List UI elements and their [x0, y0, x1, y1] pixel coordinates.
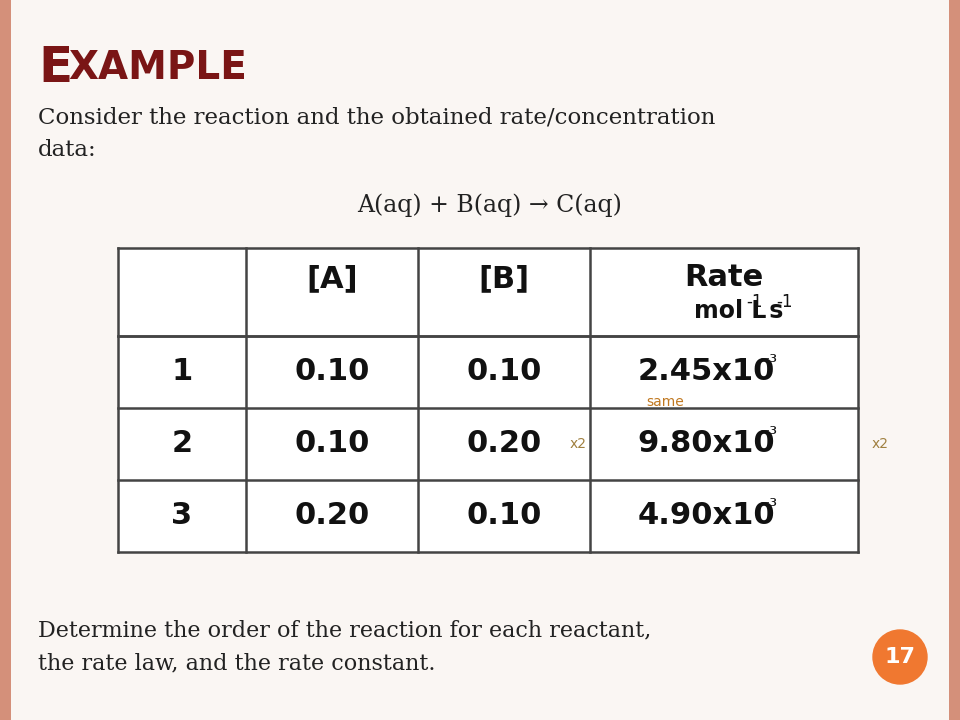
Text: x2: x2: [569, 437, 587, 451]
Text: 2: 2: [172, 430, 193, 459]
Text: 9.80x10: 9.80x10: [637, 430, 775, 459]
Circle shape: [873, 630, 927, 684]
Text: 0.10: 0.10: [295, 430, 370, 459]
Text: ⁻³: ⁻³: [760, 353, 778, 372]
Text: same: same: [646, 395, 684, 409]
Bar: [949, 0, 960, 720]
Text: mol L: mol L: [694, 300, 766, 323]
Text: 4.90x10: 4.90x10: [637, 502, 775, 531]
Text: Rate: Rate: [684, 263, 763, 292]
Text: 2.45x10: 2.45x10: [637, 358, 775, 387]
Text: A(aq) + B(aq) → C(aq): A(aq) + B(aq) → C(aq): [357, 193, 622, 217]
Text: s: s: [761, 300, 783, 323]
Text: 0.10: 0.10: [467, 502, 541, 531]
Text: 0.20: 0.20: [467, 430, 541, 459]
Text: data:: data:: [38, 139, 97, 161]
Text: [A]: [A]: [306, 264, 358, 293]
Text: [B]: [B]: [478, 264, 530, 293]
Text: ⁻³: ⁻³: [760, 497, 778, 516]
Text: ⁻³: ⁻³: [760, 425, 778, 444]
Bar: [118, 248, 858, 552]
Text: 0.20: 0.20: [295, 502, 370, 531]
Text: 17: 17: [884, 647, 916, 667]
Text: -1: -1: [746, 293, 762, 311]
Text: x2: x2: [872, 437, 889, 451]
Text: Determine the order of the reaction for each reactant,: Determine the order of the reaction for …: [38, 619, 652, 641]
Text: XAMPLE: XAMPLE: [68, 49, 247, 87]
Text: the rate law, and the rate constant.: the rate law, and the rate constant.: [38, 652, 436, 674]
Text: -1: -1: [776, 293, 793, 311]
Text: E: E: [38, 44, 72, 92]
Text: 0.10: 0.10: [467, 358, 541, 387]
Text: 1: 1: [172, 358, 193, 387]
Text: Consider the reaction and the obtained rate/concentration: Consider the reaction and the obtained r…: [38, 107, 715, 129]
Text: 0.10: 0.10: [295, 358, 370, 387]
Text: 3: 3: [172, 502, 193, 531]
Bar: [0, 0, 11, 720]
